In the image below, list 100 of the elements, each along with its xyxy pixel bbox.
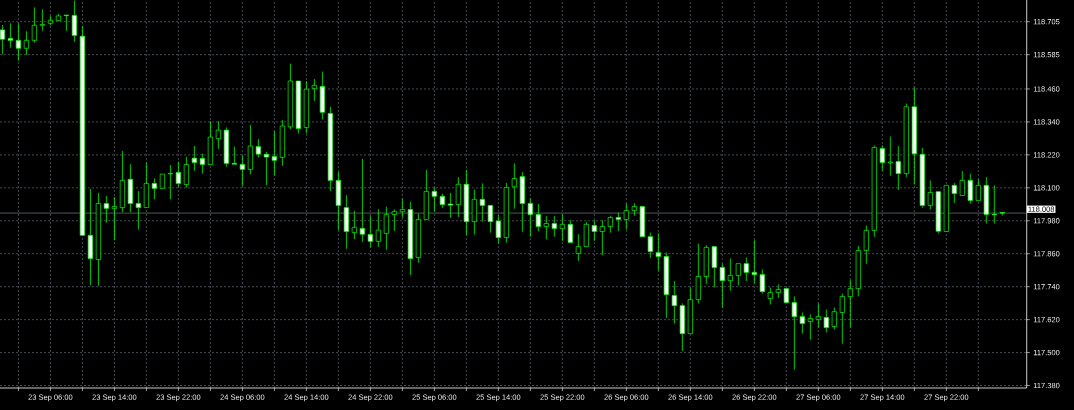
candlestick (231, 146, 237, 165)
candlestick (143, 162, 149, 208)
candlestick (383, 206, 389, 250)
candlestick (335, 171, 341, 231)
candlestick (0, 24, 5, 55)
candlestick (599, 219, 605, 256)
candlestick (855, 245, 861, 297)
candlestick (807, 314, 813, 341)
candlestick (647, 232, 653, 259)
candlestick (447, 192, 453, 219)
candlestick (607, 217, 613, 233)
candlestick (703, 244, 709, 285)
candlestick (55, 13, 61, 21)
candlestick (727, 257, 733, 292)
candlestick (839, 293, 845, 345)
candlestick (583, 221, 589, 247)
candlestick (527, 198, 533, 238)
candlestick (559, 213, 565, 242)
candlestick (15, 22, 21, 62)
candlestick (895, 145, 901, 191)
candlestick (743, 257, 749, 282)
candlestick (263, 151, 269, 186)
candlestick (223, 127, 229, 168)
candlestick (271, 130, 277, 176)
candlestick (487, 205, 493, 233)
candlestick (799, 312, 805, 335)
candlestick (375, 208, 381, 248)
candlestick (783, 288, 789, 303)
candlestick (423, 169, 429, 220)
candlestick (775, 284, 781, 299)
candlestick (159, 173, 165, 189)
candlestick (535, 203, 541, 232)
candlestick (7, 22, 13, 49)
candlestick (359, 158, 365, 243)
candlestick (735, 263, 741, 286)
candlestick (111, 196, 117, 241)
candlestick (751, 239, 757, 284)
candlestick (711, 246, 717, 288)
candlestick (215, 120, 221, 150)
candlestick (119, 150, 125, 213)
candlestick (791, 295, 797, 370)
candlestick (255, 138, 261, 158)
candlestick (311, 78, 317, 102)
candlestick (103, 195, 109, 224)
candlestick (199, 153, 205, 174)
candlestick (759, 268, 765, 294)
candlestick (823, 309, 829, 333)
candlestick (663, 252, 669, 319)
candlestick (327, 106, 333, 192)
candlestick (439, 193, 445, 209)
candlestick (815, 303, 821, 328)
candlestick (575, 233, 581, 262)
candlestick (287, 63, 293, 130)
candlestick (239, 155, 245, 187)
candlestick (967, 173, 973, 205)
candlestick (303, 80, 309, 134)
candlestick (863, 225, 869, 265)
candlestick (415, 212, 421, 264)
candlestick (183, 156, 189, 188)
candlestick (999, 212, 1005, 216)
candlestick (23, 30, 29, 56)
candlestick (695, 243, 701, 304)
candlestick (871, 145, 877, 238)
candlestick (175, 161, 181, 188)
candlestick (767, 287, 773, 305)
candlestick (279, 119, 285, 167)
candlestick (567, 219, 573, 243)
candlestick (503, 182, 509, 244)
candlestick (679, 303, 685, 352)
candlestick (975, 178, 981, 201)
candlestick (47, 15, 53, 26)
candlestick (127, 163, 133, 213)
candlestick (367, 215, 373, 248)
candlestick (455, 176, 461, 218)
candlestick (399, 198, 405, 219)
candlestick (407, 201, 413, 276)
candlestick (631, 202, 637, 217)
candlestick (87, 188, 93, 286)
candlestick (463, 169, 469, 236)
candlestick (63, 14, 69, 32)
candlestick (135, 190, 141, 230)
candlestick (479, 183, 485, 222)
candlestick (431, 187, 437, 212)
candlestick (687, 287, 693, 334)
candlestick (71, 0, 77, 43)
candlestick (639, 206, 645, 238)
candlestick (151, 178, 157, 200)
candlestick (471, 189, 477, 235)
candlestick (519, 171, 525, 233)
candlestick (31, 7, 37, 43)
candlestick (511, 162, 517, 210)
candlestick (959, 170, 965, 196)
candlestick (319, 71, 325, 120)
candlestick (831, 307, 837, 330)
candlestick (39, 8, 45, 32)
candlestick (671, 280, 677, 324)
candlestick (847, 279, 853, 328)
candlestick (351, 210, 357, 240)
candlestick (887, 136, 893, 177)
candlestick (343, 194, 349, 250)
